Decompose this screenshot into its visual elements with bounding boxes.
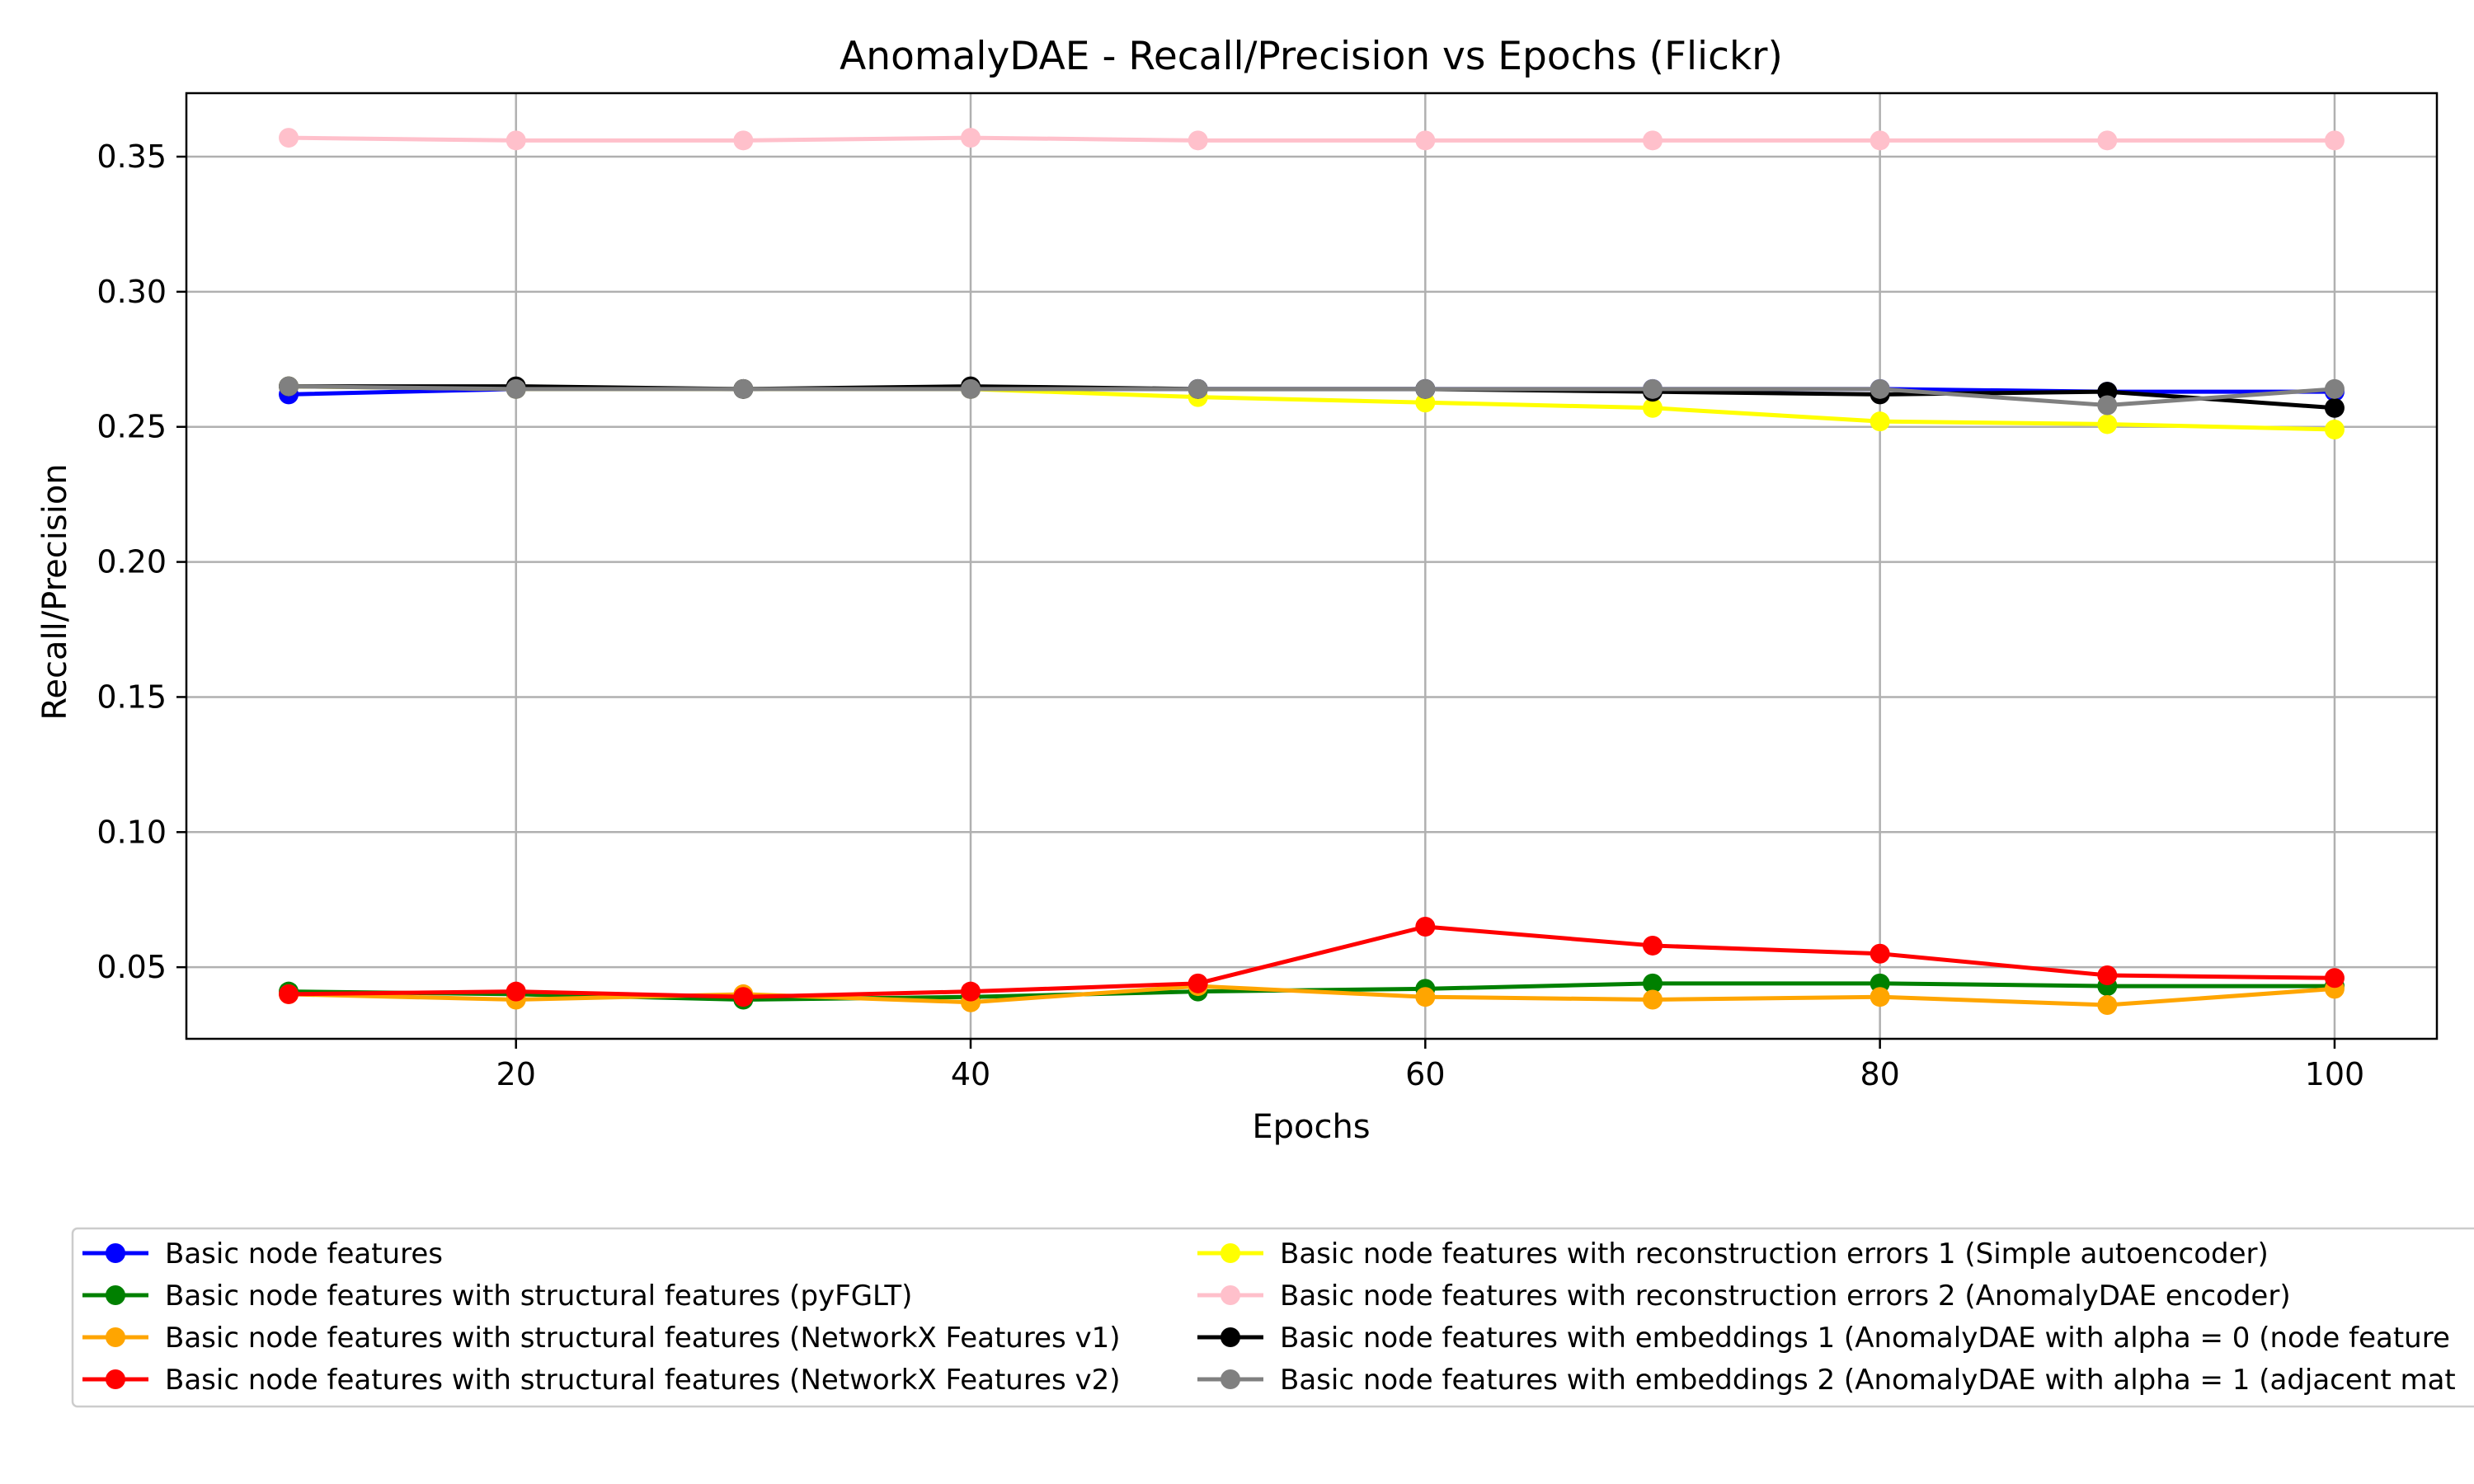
legend-item: Basic node features with embeddings 2 (A… [1197, 1364, 2456, 1397]
series-lines [279, 128, 2345, 1016]
data-point [733, 378, 754, 399]
series-line [289, 384, 2335, 408]
series-line [289, 924, 2335, 999]
y-tick-label: 0.25 [96, 409, 167, 445]
data-point [1642, 130, 1663, 151]
data-point [1642, 378, 1663, 399]
y-tick-label: 0.15 [96, 679, 167, 715]
data-point [1415, 130, 1436, 151]
data-point [279, 984, 299, 1004]
data-point [961, 378, 981, 399]
data-point [279, 128, 299, 148]
legend: Basic node features Basic node features w… [71, 1227, 2474, 1408]
data-point [1188, 973, 1208, 993]
x-tick-label: 60 [1405, 1056, 1445, 1092]
legend-box [71, 1227, 2474, 1408]
legend-marker [1221, 1243, 1240, 1263]
data-point [2324, 968, 2345, 989]
data-point [279, 376, 299, 397]
y-tick-label: 0.30 [96, 274, 167, 310]
series-6 [279, 128, 2345, 151]
data-point [506, 378, 526, 399]
legend-marker [1221, 1369, 1240, 1389]
data-point [1642, 989, 1663, 1010]
legend-item: Basic node features [82, 1237, 443, 1270]
grid [186, 93, 2437, 1039]
legend-item: Basic node features with embeddings 1 (A… [1197, 1322, 2450, 1355]
data-point [506, 981, 526, 1002]
legend-label: Basic node features with reconstruction … [1280, 1237, 2269, 1270]
data-point [1415, 378, 1436, 399]
data-point [2097, 395, 2118, 416]
legend-label: Basic node features with structural feat… [165, 1322, 1121, 1355]
data-point [2324, 130, 2345, 151]
data-point [1642, 973, 1663, 993]
data-point [1188, 378, 1208, 399]
x-tick-label: 100 [2305, 1056, 2365, 1092]
series-4 [279, 916, 2345, 1007]
y-tick-label: 0.05 [96, 949, 167, 985]
legend-label: Basic node features [165, 1237, 443, 1270]
plot-area-frame [185, 92, 2439, 1040]
legend-marker [106, 1369, 125, 1389]
chart-title: AnomalyDAE - Recall/Precision vs Epochs … [840, 34, 1783, 79]
data-point [1870, 130, 1890, 151]
legend-label: Basic node features with embeddings 2 (A… [1280, 1364, 2456, 1397]
data-point [1870, 411, 1890, 432]
legend-marker [106, 1327, 125, 1347]
series-line [289, 135, 2335, 143]
axis-ticks: 20 40 60 80 100 0.05 0.10 0.15 0.20 0.25 0.30 0.35 [96, 139, 2364, 1092]
legend-marker [1221, 1327, 1240, 1347]
legend-marker [1221, 1285, 1240, 1305]
data-point [2097, 130, 2118, 151]
legend-marker [106, 1243, 125, 1263]
data-point [733, 130, 754, 151]
x-tick-label: 40 [951, 1056, 990, 1092]
data-point [1642, 397, 1663, 418]
legend-item: Basic node features with structural feat… [82, 1280, 912, 1313]
x-axis-label: Epochs [1252, 1108, 1370, 1146]
data-point [1870, 943, 1890, 964]
data-point [1188, 130, 1208, 151]
data-point [733, 987, 754, 1007]
data-point [961, 128, 981, 148]
series-line [288, 984, 2335, 1007]
y-tick-label: 0.35 [96, 139, 167, 175]
data-point [2324, 397, 2345, 418]
data-point [1415, 987, 1436, 1007]
legend-item: Basic node features with reconstruction … [1197, 1280, 2291, 1313]
legend-item: Basic node features with structural feat… [82, 1364, 1121, 1397]
data-point [2097, 414, 2118, 434]
legend-label: Basic node features with embeddings 1 (A… [1280, 1322, 2450, 1355]
data-point [2324, 420, 2345, 440]
data-point [1870, 378, 1890, 399]
y-tick-label: 0.10 [96, 814, 167, 850]
series-8 [279, 376, 2345, 416]
data-point [1870, 987, 1890, 1007]
legend-item: Basic node features with structural feat… [82, 1322, 1121, 1355]
y-tick-label: 0.20 [96, 544, 167, 580]
legend-marker [106, 1285, 125, 1305]
data-point [2324, 378, 2345, 399]
legend-label: Basic node features with structural feat… [165, 1364, 1121, 1397]
data-point [2097, 995, 2118, 1016]
data-point [961, 981, 981, 1002]
legend-label: Basic node features with structural feat… [165, 1280, 912, 1313]
legend-label: Basic node features with reconstruction … [1280, 1280, 2291, 1313]
data-point [2097, 965, 2118, 985]
legend-item: Basic node features with reconstruction … [1197, 1237, 2269, 1270]
y-axis-label: Recall/Precision [36, 463, 74, 720]
data-point [1415, 916, 1436, 937]
data-point [1642, 935, 1663, 956]
x-tick-label: 20 [496, 1056, 536, 1092]
data-point [506, 130, 526, 151]
x-tick-label: 80 [1860, 1056, 1899, 1092]
